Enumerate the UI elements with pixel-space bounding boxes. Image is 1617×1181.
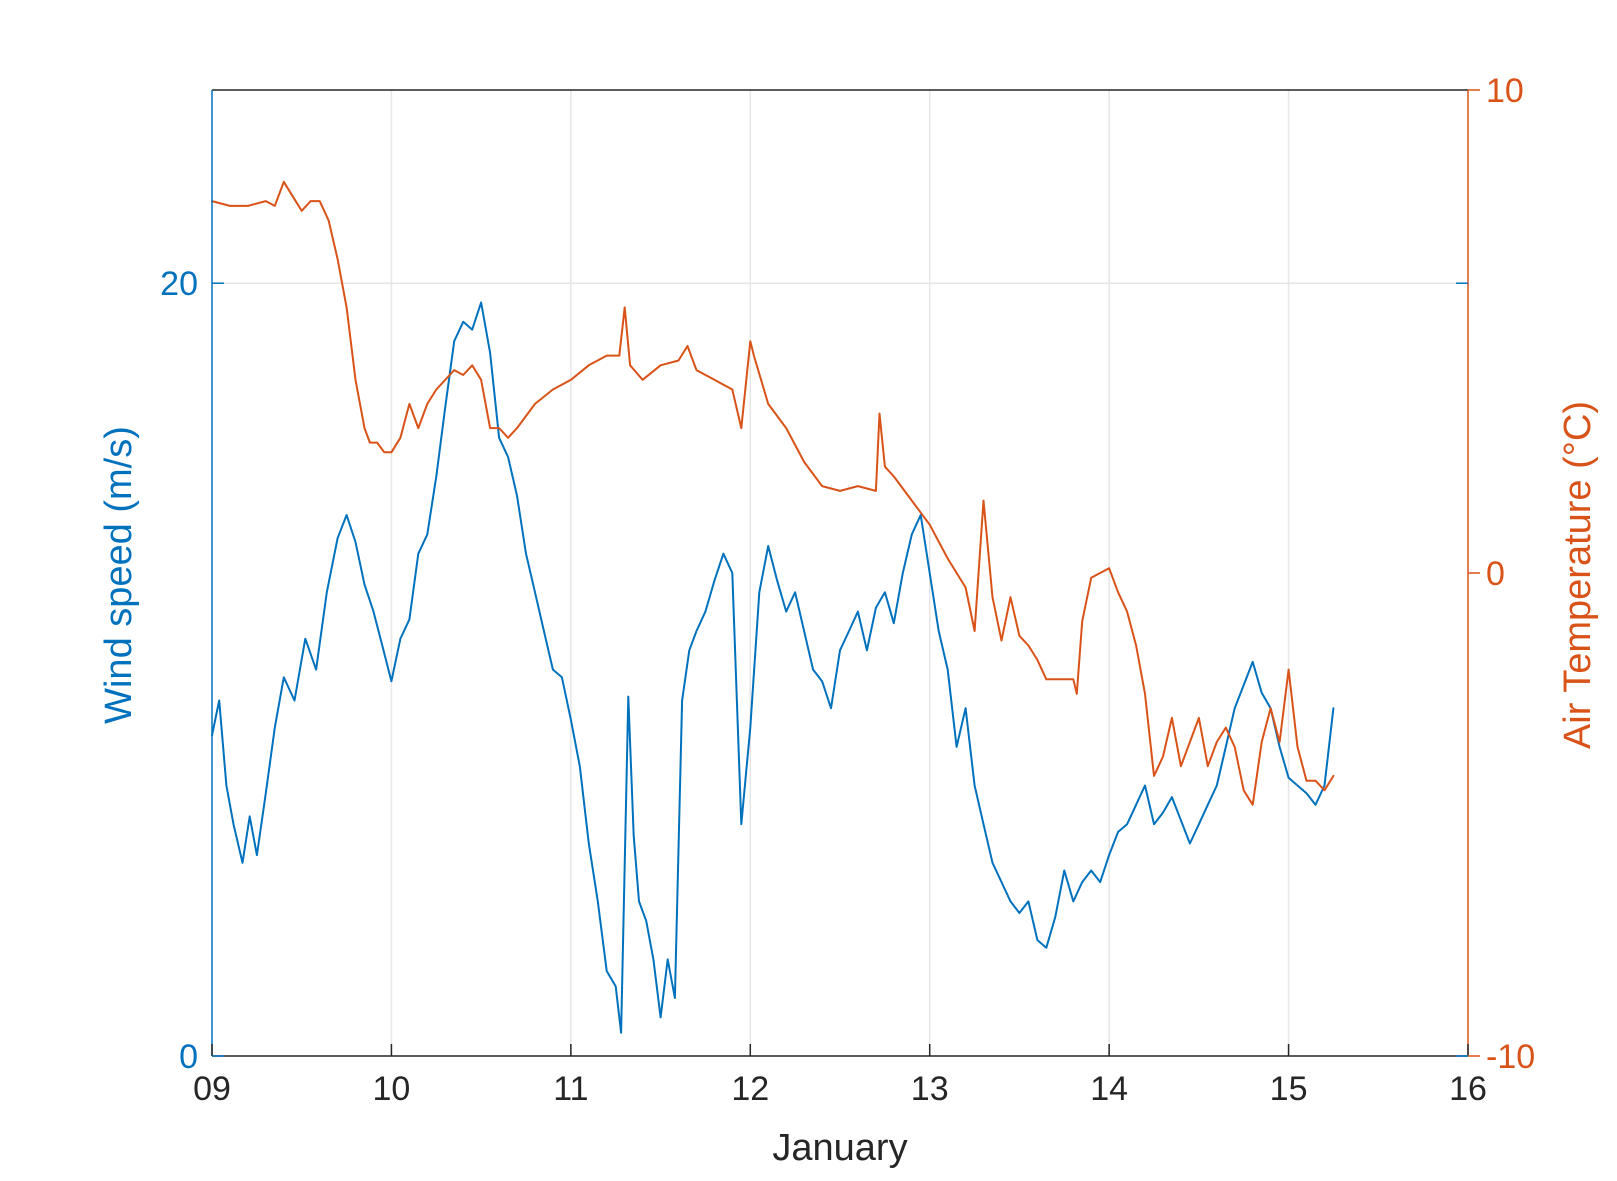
x-tick-label: 09 [193,1070,231,1108]
y-right-tick-label: 0 [1486,555,1505,593]
x-tick-label: 14 [1090,1070,1128,1108]
x-tick-label: 15 [1270,1070,1308,1108]
x-axis-ticks: 09 10 11 12 13 14 15 16 [193,1044,1487,1108]
x-axis-title: January [772,1127,907,1169]
y-right-axis-title: Air Temperature (°C) [1557,401,1599,749]
y-left-axis-ticks: 0 20 [160,265,1468,1076]
y-left-axis-title: Wind speed (m/s) [98,426,140,724]
y-left-tick-label: 0 [179,1038,198,1076]
y-left-tick-label: 20 [160,265,198,303]
air-temperature-line [211,180,1335,806]
x-tick-label: 13 [911,1070,949,1108]
wind-speed-line [211,301,1335,1034]
x-tick-label: 11 [553,1070,588,1108]
grid-lines [212,90,1468,1056]
y-right-axis-ticks: -10 0 10 [1468,72,1535,1076]
x-tick-label: 12 [731,1070,769,1108]
x-tick-label: 16 [1449,1070,1487,1108]
y-right-tick-label: 10 [1486,72,1524,110]
series-lines [211,180,1335,1034]
y-right-tick-label: -10 [1486,1038,1535,1076]
x-tick-label: 10 [373,1070,411,1108]
